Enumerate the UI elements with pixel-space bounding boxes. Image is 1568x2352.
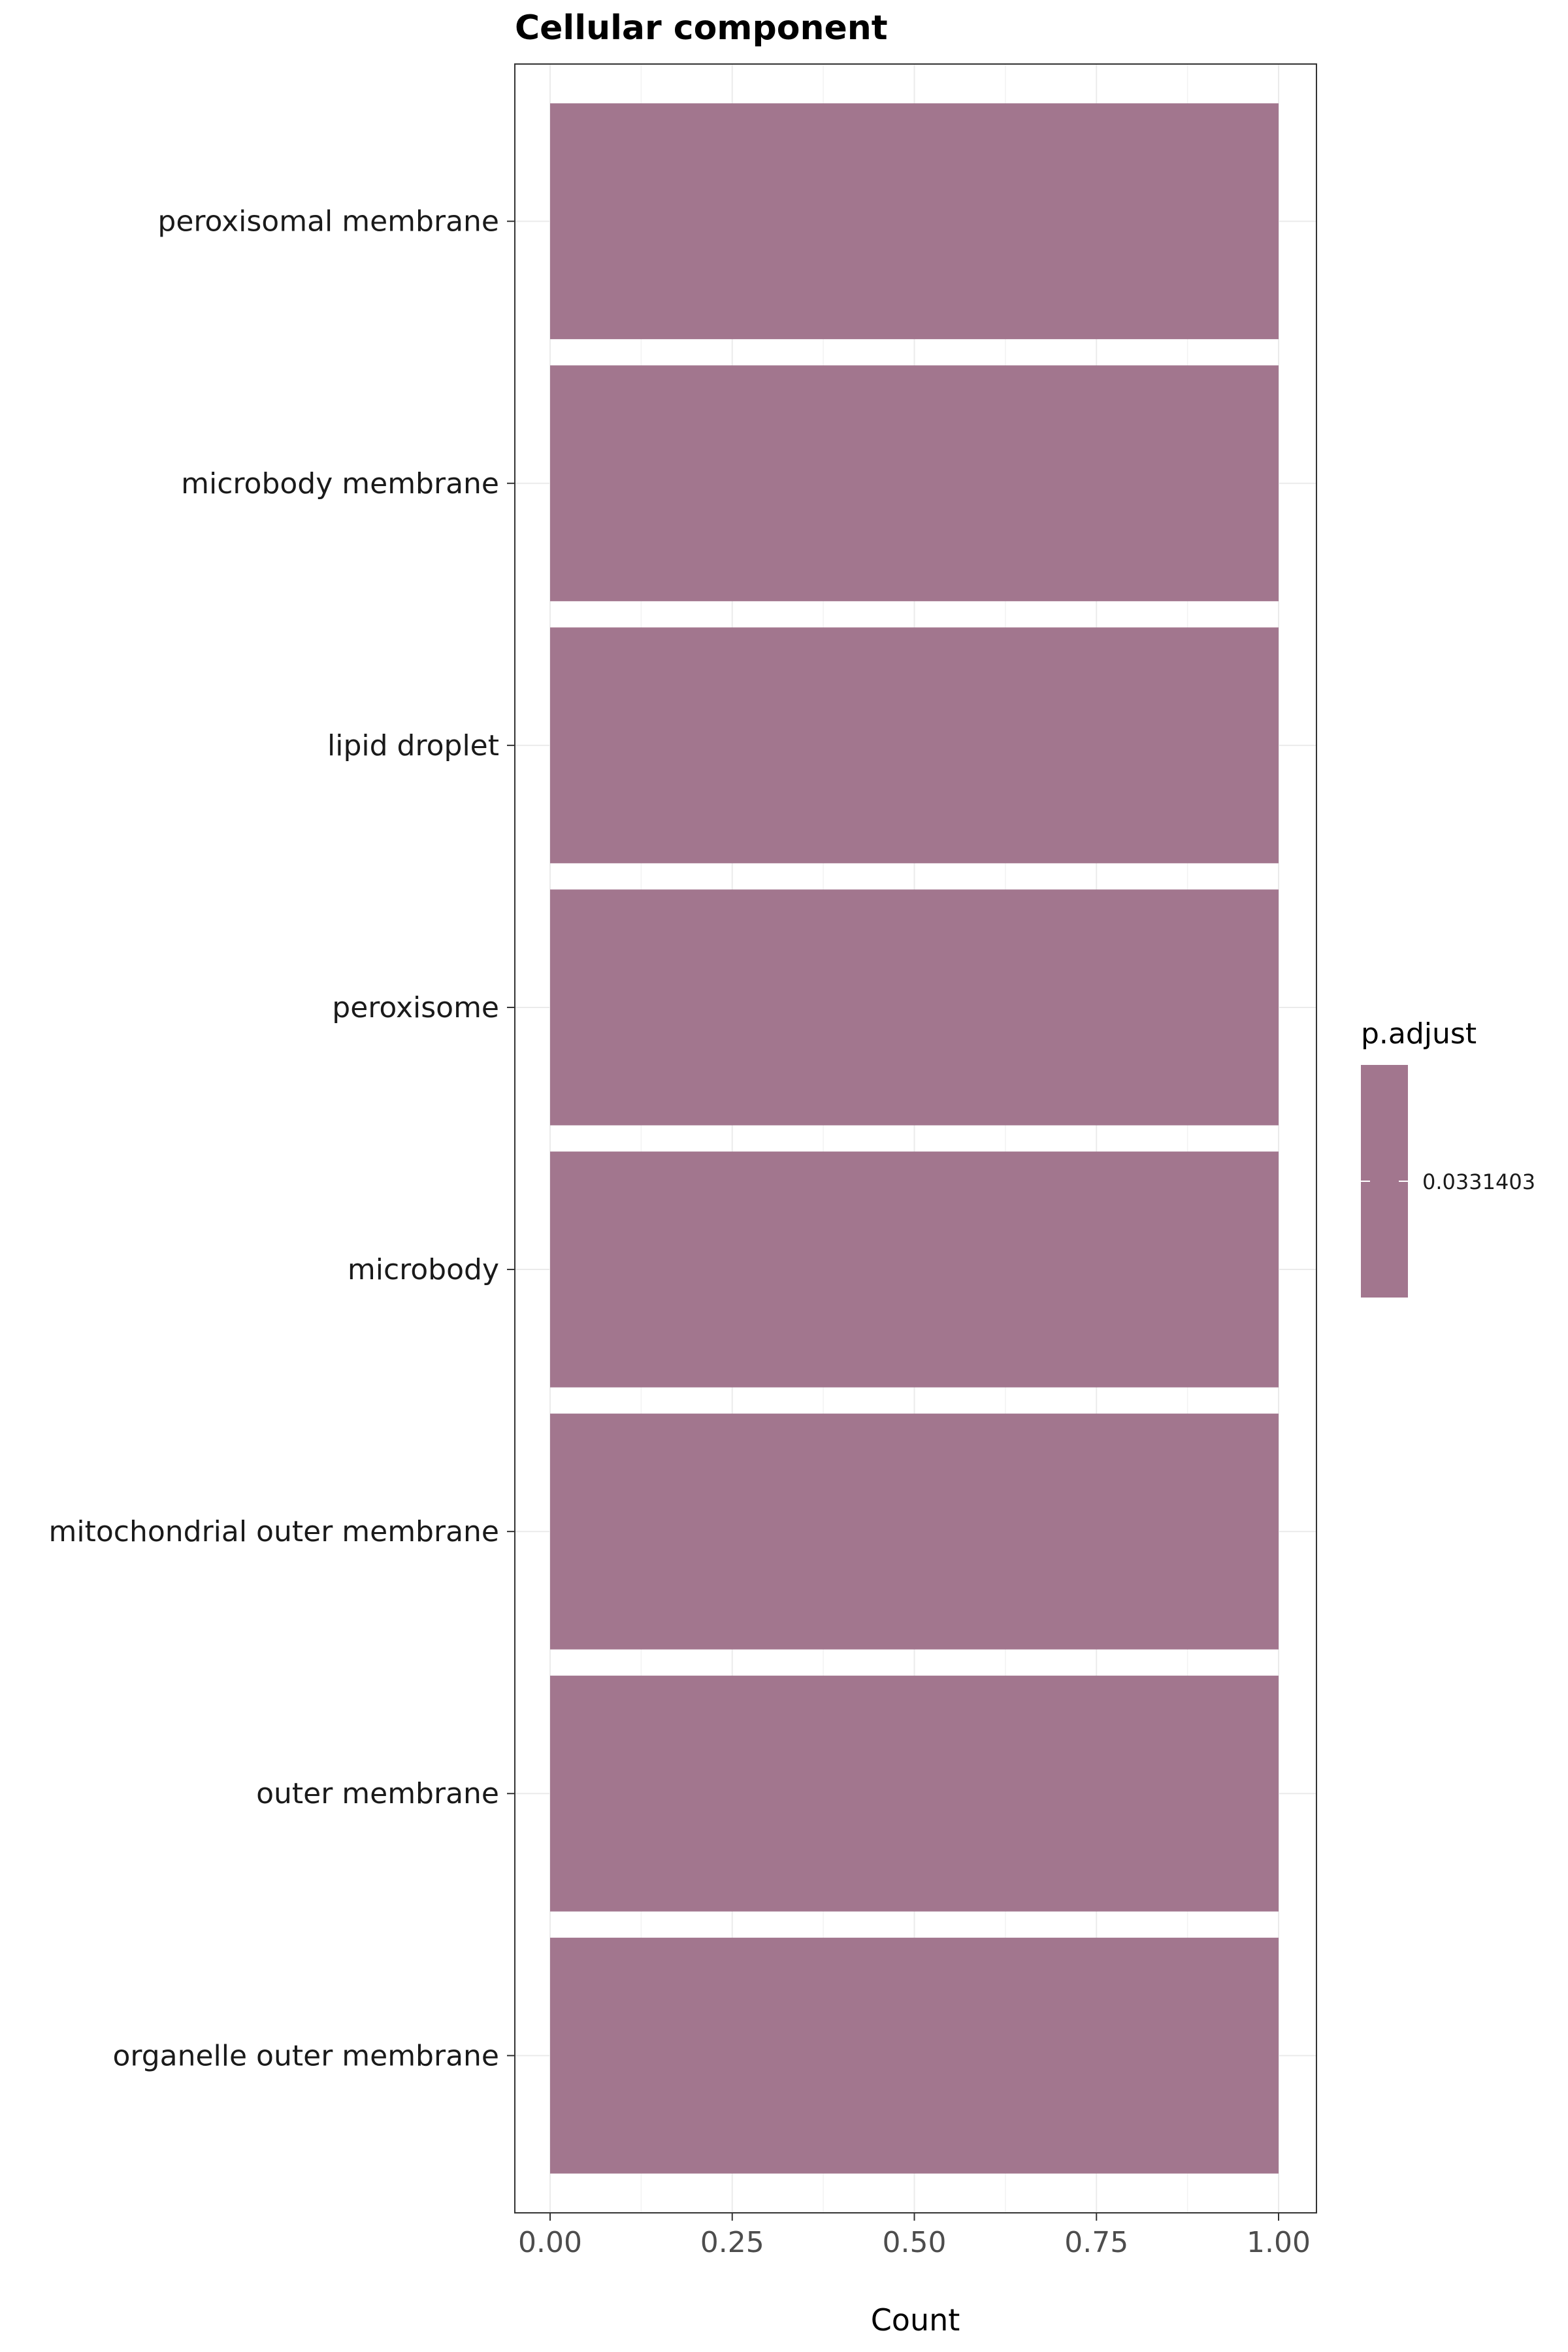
- y-tick-label: outer membrane: [256, 1777, 499, 1810]
- bar-outer-membrane: [550, 1675, 1279, 1912]
- x-tick-label: 0.00: [518, 2226, 582, 2259]
- y-tick-label: microbody: [348, 1253, 499, 1286]
- x-tick-label: 1.00: [1247, 2226, 1311, 2259]
- y-tick-label: organelle outer membrane: [112, 2039, 499, 2072]
- bar-organelle-outer-membrane: [550, 1937, 1279, 2174]
- bar-peroxisomal-membrane: [550, 103, 1279, 340]
- legend-label: 0.0331403: [1422, 1169, 1535, 1194]
- y-tick-label: mitochondrial outer membrane: [49, 1515, 500, 1548]
- panel-border: [514, 63, 1317, 2213]
- bars-layer: [550, 103, 1279, 2174]
- legend-title: p.adjust: [1361, 1017, 1477, 1051]
- y-tick-label: lipid droplet: [327, 729, 499, 762]
- bar-mitochondrial-outer-membrane: [550, 1413, 1279, 1650]
- legend: p.adjust 0.0331403: [1361, 1017, 1535, 1298]
- chart-title: Cellular component: [515, 8, 888, 48]
- x-tick-label: 0.50: [883, 2226, 947, 2259]
- bar-peroxisome: [550, 889, 1279, 1126]
- bar-lipid-droplet: [550, 627, 1279, 864]
- y-tick-label: peroxisome: [332, 991, 499, 1024]
- x-tick-label: 0.25: [700, 2226, 764, 2259]
- x-tick-label: 0.75: [1064, 2226, 1128, 2259]
- y-tick-label: microbody membrane: [181, 467, 499, 500]
- x-axis: 0.00 0.25 0.50 0.75 1.00: [518, 2213, 1311, 2259]
- bar-microbody-membrane: [550, 365, 1279, 602]
- x-axis-title: Count: [871, 2302, 960, 2338]
- y-axis: peroxisomal membrane microbody membrane li…: [49, 205, 515, 2072]
- bar-microbody: [550, 1151, 1279, 1388]
- y-tick-label: peroxisomal membrane: [157, 205, 499, 238]
